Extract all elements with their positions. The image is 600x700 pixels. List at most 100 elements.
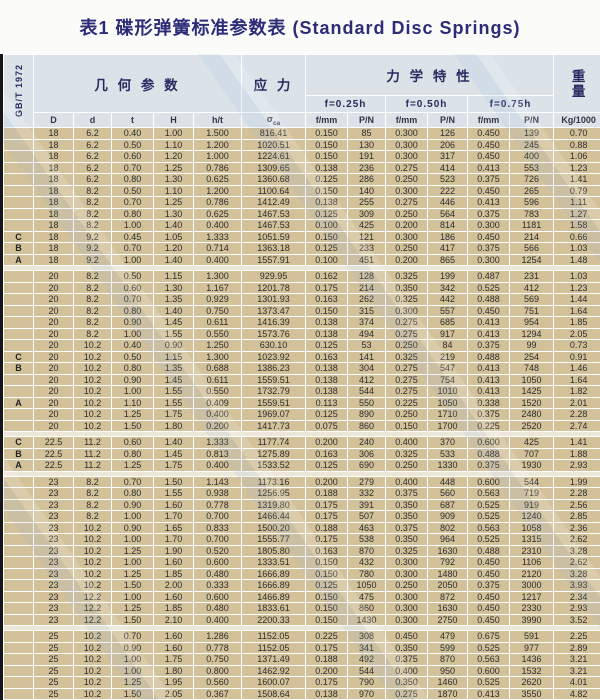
data-cell: 412 bbox=[510, 282, 554, 293]
data-cell: 1.50 bbox=[112, 580, 153, 591]
series-letter-cell: B bbox=[4, 243, 33, 254]
data-cell: 0.550 bbox=[194, 328, 241, 339]
data-cell: 1050 bbox=[510, 374, 554, 385]
data-cell: 20 bbox=[34, 397, 73, 408]
table-row: B 20 10.2 0.80 1.35 0.688 1386.23 0.138 304 0.275… bbox=[4, 363, 600, 374]
data-cell: 0.70 bbox=[112, 162, 153, 173]
data-cell: 0.325 bbox=[386, 448, 427, 459]
data-cell: 494 bbox=[348, 328, 385, 339]
series-letter-cell bbox=[4, 476, 33, 487]
data-cell: 10.2 bbox=[74, 557, 111, 568]
data-cell: 20 bbox=[34, 294, 73, 305]
data-cell: 748 bbox=[510, 363, 554, 374]
data-cell: 780 bbox=[348, 568, 385, 579]
data-cell: 1.200 bbox=[194, 139, 241, 150]
data-cell: 0.938 bbox=[194, 488, 241, 499]
data-cell: 0.125 bbox=[306, 340, 347, 351]
data-cell: 2.01 bbox=[554, 397, 600, 408]
table-row: 18 8.2 0.70 1.25 0.786 1412.49 0.138 255 0.275 44… bbox=[4, 197, 600, 208]
data-cell: 1.25 bbox=[154, 162, 193, 173]
series-letter-cell bbox=[4, 665, 33, 676]
data-cell: 0.200 bbox=[194, 420, 241, 431]
data-cell: 872 bbox=[428, 591, 467, 602]
data-cell: 8.2 bbox=[74, 305, 111, 316]
data-cell: 0.400 bbox=[194, 460, 241, 471]
data-cell: 0.188 bbox=[306, 654, 347, 665]
data-cell: 1.25 bbox=[112, 677, 153, 688]
data-cell: 1.45 bbox=[154, 317, 193, 328]
series-letter-cell bbox=[4, 374, 33, 385]
data-cell: 0.350 bbox=[386, 282, 427, 293]
data-cell: 1.30 bbox=[154, 282, 193, 293]
data-cell: 0.138 bbox=[306, 328, 347, 339]
data-cell: 0.367 bbox=[194, 688, 241, 699]
data-cell: 0.525 bbox=[468, 677, 509, 688]
data-cell: 557 bbox=[428, 305, 467, 316]
data-cell: 206 bbox=[428, 139, 467, 150]
data-cell: 1360.68 bbox=[242, 174, 305, 185]
data-cell: 1294 bbox=[510, 328, 554, 339]
data-cell: 1557.91 bbox=[242, 254, 305, 265]
data-cell: 0.275 bbox=[386, 328, 427, 339]
data-cell: 870 bbox=[348, 545, 385, 556]
data-cell: 0.488 bbox=[468, 294, 509, 305]
series-letter-cell bbox=[4, 568, 33, 579]
data-cell: 1466.89 bbox=[242, 591, 305, 602]
series-letter-cell: C bbox=[4, 351, 33, 362]
data-cell: 199 bbox=[428, 271, 467, 282]
data-cell: 0.525 bbox=[468, 499, 509, 510]
data-cell: 1666.89 bbox=[242, 580, 305, 591]
data-cell: 23 bbox=[34, 614, 73, 625]
data-cell: 1.45 bbox=[154, 448, 193, 459]
data-cell: 23 bbox=[34, 488, 73, 499]
data-cell: 1.25 bbox=[112, 568, 153, 579]
data-cell: 1217 bbox=[510, 591, 554, 602]
col-header-d: d bbox=[74, 113, 111, 127]
data-cell: 20 bbox=[34, 374, 73, 385]
data-cell: 342 bbox=[428, 282, 467, 293]
data-cell: 0.125 bbox=[306, 243, 347, 254]
data-cell: 2620 bbox=[510, 677, 554, 688]
data-cell: 1315 bbox=[510, 534, 554, 545]
data-cell: 255 bbox=[348, 197, 385, 208]
data-cell: 0.175 bbox=[306, 511, 347, 522]
data-cell: 22.5 bbox=[34, 437, 73, 448]
data-cell: 1100.64 bbox=[242, 185, 305, 196]
data-cell: 0.600 bbox=[468, 437, 509, 448]
data-cell: 783 bbox=[510, 208, 554, 219]
series-letter-cell bbox=[4, 128, 33, 139]
data-cell: 0.175 bbox=[306, 642, 347, 653]
col-header-weight: Kg/1000 bbox=[554, 113, 600, 127]
data-cell: 970 bbox=[348, 688, 385, 699]
data-cell: 1600.07 bbox=[242, 677, 305, 688]
data-cell: 1.00 bbox=[112, 386, 153, 397]
data-cell: 1.10 bbox=[154, 139, 193, 150]
data-cell: 8.2 bbox=[74, 271, 111, 282]
data-cell: 2050 bbox=[428, 580, 467, 591]
data-cell: 0.100 bbox=[306, 220, 347, 231]
data-cell: 1373.47 bbox=[242, 305, 305, 316]
data-cell: 315 bbox=[348, 305, 385, 316]
data-cell: 0.413 bbox=[468, 386, 509, 397]
data-cell: 1.23 bbox=[554, 282, 600, 293]
series-letter-cell bbox=[4, 534, 33, 545]
data-cell: 0.450 bbox=[468, 557, 509, 568]
data-cell: 1.27 bbox=[554, 208, 600, 219]
data-cell: 0.600 bbox=[468, 665, 509, 676]
table-row: 20 8.2 0.50 1.15 1.300 929.95 0.162 128 0.325 199… bbox=[4, 271, 600, 282]
data-cell: 475 bbox=[348, 591, 385, 602]
col-header-D: D bbox=[34, 113, 73, 127]
col-header-p3: P/N bbox=[510, 113, 554, 127]
table-row: 20 8.2 0.80 1.40 0.750 1373.47 0.150 315 0.300 55… bbox=[4, 305, 600, 316]
data-cell: 0.125 bbox=[306, 580, 347, 591]
data-cell: 18 bbox=[34, 139, 73, 150]
data-cell: 0.520 bbox=[194, 545, 241, 556]
data-cell: 0.450 bbox=[468, 185, 509, 196]
data-cell: 0.600 bbox=[194, 557, 241, 568]
data-cell: 231 bbox=[510, 271, 554, 282]
data-cell: 0.60 bbox=[112, 282, 153, 293]
data-cell: 0.375 bbox=[468, 174, 509, 185]
data-cell: 0.150 bbox=[306, 139, 347, 150]
data-cell: 2.93 bbox=[554, 460, 600, 471]
data-cell: 544 bbox=[348, 386, 385, 397]
